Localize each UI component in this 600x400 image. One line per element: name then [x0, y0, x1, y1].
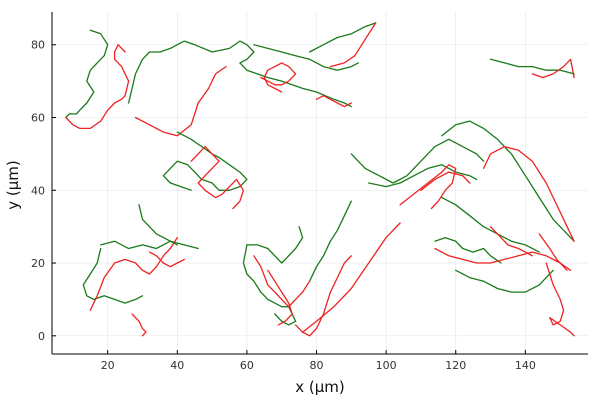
red-trajectory	[65, 44, 130, 130]
green-trajectory	[138, 204, 178, 246]
tick-labels: 20 40 60 80 100 120 140 0 20 40 60 80	[31, 39, 536, 372]
green-trajectory	[434, 236, 502, 264]
x-tick-label: 40	[170, 359, 184, 372]
green-trajectory	[127, 40, 352, 108]
trajectories	[65, 22, 575, 337]
red-trajectory	[89, 236, 178, 311]
green-trajectory	[253, 44, 359, 71]
red-trajectory	[260, 62, 297, 93]
y-tick-label: 40	[31, 184, 45, 197]
green-trajectory	[350, 138, 485, 184]
x-tick-label: 140	[515, 359, 536, 372]
red-trajectory	[538, 233, 568, 271]
red-trajectory	[148, 251, 185, 268]
green-trajectory	[441, 120, 575, 242]
y-tick-label: 0	[38, 330, 45, 343]
green-trajectory	[308, 200, 352, 282]
green-trajectory	[489, 58, 575, 75]
red-trajectory	[489, 226, 533, 257]
green-trajectory	[441, 196, 540, 253]
red-trajectory	[134, 65, 227, 137]
x-tick-label: 20	[101, 359, 115, 372]
y-tick-label: 20	[31, 257, 45, 270]
green-trajectory	[308, 22, 377, 53]
green-trajectory	[162, 131, 248, 191]
green-trajectory	[65, 29, 109, 119]
red-trajectory	[545, 262, 575, 337]
green-trajectory	[82, 247, 144, 304]
red-trajectory	[267, 269, 293, 326]
grid	[52, 12, 588, 354]
x-tick-label: 120	[445, 359, 466, 372]
green-trajectory	[246, 226, 304, 264]
y-tick-label: 80	[31, 39, 45, 52]
green-trajectory	[455, 269, 554, 293]
red-trajectory	[434, 247, 572, 271]
red-trajectory	[329, 22, 377, 68]
red-trajectory	[315, 95, 352, 108]
green-trajectory	[242, 244, 297, 326]
red-trajectory	[482, 145, 575, 242]
x-tick-label: 100	[376, 359, 397, 372]
red-trajectory	[190, 145, 245, 210]
red-trajectory	[531, 58, 575, 79]
green-trajectory	[368, 164, 478, 188]
red-trajectory	[420, 171, 471, 191]
axes	[51, 12, 588, 355]
red-trajectory	[399, 164, 457, 210]
red-trajectory	[301, 222, 401, 333]
x-axis-label: x (µm)	[295, 378, 345, 396]
x-tick-label: 60	[240, 359, 254, 372]
red-trajectory	[253, 255, 311, 308]
green-trajectory	[100, 240, 199, 250]
x-tick-label: 80	[310, 359, 324, 372]
red-trajectory	[131, 313, 147, 337]
y-axis-label: y (µm)	[4, 160, 22, 210]
y-tick-label: 60	[31, 112, 45, 125]
red-trajectory	[294, 255, 352, 337]
